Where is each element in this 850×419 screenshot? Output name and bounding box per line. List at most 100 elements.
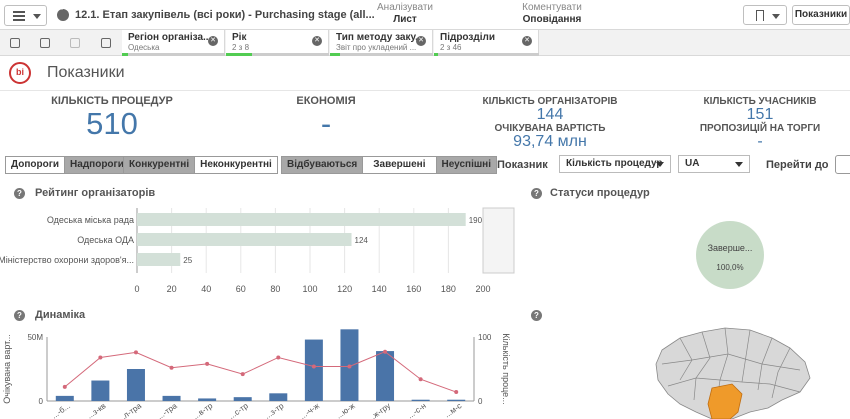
- dynamics-point[interactable]: [240, 372, 245, 377]
- pie-slice-value: 100,0%: [716, 263, 743, 272]
- step-back-icon: [40, 38, 50, 48]
- dynamics-bar[interactable]: [162, 395, 181, 401]
- selection-bar: [226, 53, 252, 56]
- dynamics-panel-title: Динаміка: [35, 309, 86, 321]
- filter-below-threshold[interactable]: Допороги: [6, 157, 66, 173]
- bookmark-icon: [756, 10, 764, 21]
- dynamics-bar[interactable]: [376, 351, 395, 401]
- step-forward-button[interactable]: [64, 33, 86, 53]
- rating-bars: Одеська міська рада 190 Одеська ОДА 124 Міні…: [0, 213, 483, 266]
- filter-above-threshold[interactable]: Надпороги: [65, 157, 129, 173]
- dynamics-line: [64, 351, 457, 393]
- x-tick-label: 100: [302, 284, 317, 294]
- filter-noncompetitive[interactable]: Неконкурентні: [195, 157, 277, 173]
- filter-competitive[interactable]: Конкурентні: [124, 157, 196, 173]
- help-icon[interactable]: ?: [14, 310, 25, 321]
- x-tick-label: 60: [236, 284, 246, 294]
- scrollbar[interactable]: [482, 207, 515, 274]
- x-tick-label: ...-ч-ж: [298, 401, 321, 419]
- map-region-odesa[interactable]: [707, 383, 743, 419]
- dynamics-point[interactable]: [418, 377, 423, 382]
- dynamics-bar[interactable]: [91, 380, 110, 401]
- chevron-down-icon: [735, 162, 743, 167]
- value-label: 124: [355, 236, 369, 245]
- dynamics-bar[interactable]: [269, 393, 288, 401]
- y-axis-label-left: Очікувана варт...: [2, 334, 12, 404]
- dynamics-point[interactable]: [383, 349, 388, 354]
- bookmarks-button[interactable]: [743, 5, 787, 25]
- x-tick-label: 0: [134, 284, 139, 294]
- dynamics-bar[interactable]: [198, 398, 217, 401]
- rating-bar[interactable]: [137, 253, 181, 266]
- language-dropdown[interactable]: UA: [678, 155, 750, 173]
- kpi-offers-value: -: [757, 133, 763, 150]
- dynamics-point[interactable]: [98, 355, 103, 360]
- x-tick-label: ...ж-гру: [366, 401, 392, 419]
- dynamics-bar[interactable]: [126, 369, 145, 401]
- kpi-organizers-label: КІЛЬКІСТЬ ОРГАНІЗАТОРІВ: [482, 96, 618, 107]
- dynamics-bar[interactable]: [304, 339, 323, 401]
- tab-narrate[interactable]: Коментувати Оповідання: [522, 2, 582, 25]
- y-tick-right: 100: [478, 333, 492, 342]
- selection-chip-method-type[interactable]: Тип методу заку... Звіт про укладений ..…: [330, 30, 433, 56]
- status-filter: Відбуваються Завершені Неуспішні: [281, 156, 497, 174]
- chevron-down-icon: [772, 14, 780, 19]
- app-title: 12.1. Етап закупівель (всі роки) - Purch…: [75, 9, 375, 21]
- competition-filter: Конкурентні Неконкурентні: [123, 156, 278, 174]
- x-tick-label: ...м-с: [443, 401, 464, 419]
- threshold-filter: Допороги Надпороги: [5, 156, 130, 174]
- close-icon[interactable]: ✕: [208, 36, 218, 46]
- help-icon[interactable]: ?: [14, 188, 25, 199]
- logo-icon: [9, 62, 31, 84]
- selection-bar: [434, 53, 438, 56]
- x-tick-label: 20: [167, 284, 177, 294]
- selection-chip-region[interactable]: Регіон організа... Одеська ✕: [122, 30, 225, 56]
- x-tick-label: ...в-тр: [191, 401, 214, 419]
- filter-completed[interactable]: Завершені: [363, 157, 437, 173]
- dynamics-point[interactable]: [205, 361, 210, 366]
- dynamics-point[interactable]: [169, 365, 174, 370]
- selection-bar: [122, 53, 128, 56]
- close-icon[interactable]: ✕: [312, 36, 322, 46]
- clear-all-button[interactable]: [95, 33, 117, 53]
- selections-tool-button[interactable]: [4, 33, 26, 53]
- dynamics-chart: 0 50M 0 100 Очікувана варт... Кількість проце…: [2, 329, 511, 419]
- close-icon[interactable]: ✕: [522, 36, 532, 46]
- dynamics-point[interactable]: [62, 384, 67, 389]
- help-icon[interactable]: ?: [531, 188, 542, 199]
- filter-unsuccessful[interactable]: Неуспішні: [436, 157, 496, 173]
- goto-dropdown[interactable]: [835, 155, 850, 174]
- selection-chip-departments[interactable]: Підрозділи 2 з 46 ✕: [434, 30, 539, 56]
- dynamics-point[interactable]: [347, 364, 352, 369]
- x-tick-label: 180: [441, 284, 456, 294]
- x-tick-label: ...-тра: [156, 401, 180, 419]
- dynamics-point[interactable]: [311, 364, 316, 369]
- step-back-button[interactable]: [34, 33, 56, 53]
- help-icon[interactable]: ?: [531, 310, 542, 321]
- pie-slice[interactable]: [696, 221, 764, 289]
- dynamics-bar[interactable]: [411, 399, 430, 401]
- sheets-button[interactable]: Показники: [792, 5, 850, 25]
- rating-bar[interactable]: [137, 213, 466, 226]
- indicator-dropdown[interactable]: Кількість процедур: [559, 155, 671, 173]
- selection-bar: [330, 53, 340, 56]
- tab-analyze[interactable]: Аналізувати Лист: [377, 2, 433, 25]
- x-tick-label: ...л-тра: [116, 401, 143, 419]
- dynamics-point[interactable]: [454, 390, 459, 395]
- dynamics-bar[interactable]: [447, 399, 466, 401]
- filter-ongoing[interactable]: Відбуваються: [282, 157, 364, 173]
- close-icon[interactable]: ✕: [416, 36, 426, 46]
- category-label: Міністерство охорони здоров'я...: [0, 255, 134, 265]
- global-menu-button[interactable]: [4, 5, 47, 26]
- x-tick-label: ...-с-н: [406, 401, 428, 419]
- x-tick-label: 80: [270, 284, 280, 294]
- dynamics-point[interactable]: [133, 350, 138, 355]
- kpi-expected-value: 93,74 млн: [513, 133, 587, 150]
- rating-bar[interactable]: [137, 233, 352, 246]
- selection-bar-rest: [330, 53, 433, 56]
- dynamics-point[interactable]: [276, 355, 281, 360]
- dynamics-bar[interactable]: [233, 397, 252, 401]
- value-label: 25: [183, 256, 192, 265]
- selection-chip-year[interactable]: Рік 2 з 8 ✕: [226, 30, 329, 56]
- dynamics-bar[interactable]: [55, 395, 74, 401]
